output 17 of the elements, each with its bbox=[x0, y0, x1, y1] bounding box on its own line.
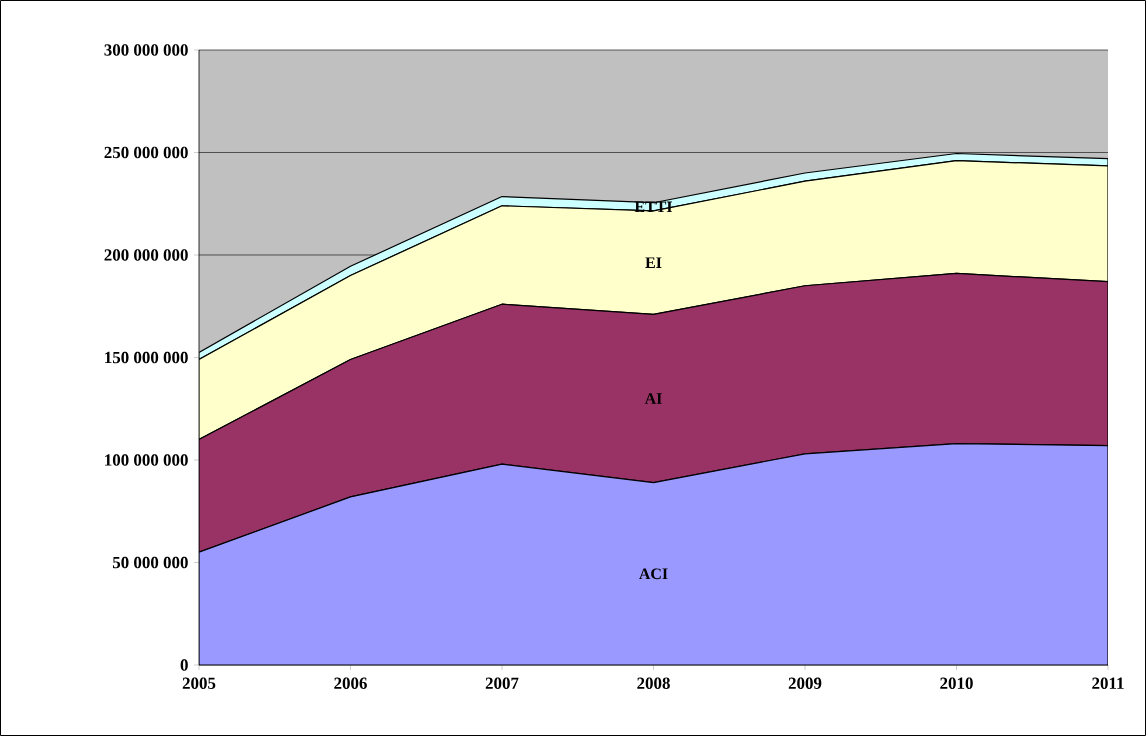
x-tick-label: 2010 bbox=[940, 677, 973, 689]
series-label: AI bbox=[644, 393, 662, 404]
x-tick-label: 2008 bbox=[637, 677, 670, 689]
y-tick-label: 200 000 000 bbox=[104, 249, 188, 261]
y-tick-label: 150 000 000 bbox=[105, 351, 188, 364]
x-tick-label: 2011 bbox=[1092, 677, 1124, 689]
x-tick-label: 2005 bbox=[182, 677, 216, 689]
x-tick-label: 2006 bbox=[334, 677, 367, 689]
series-label: ACI bbox=[639, 568, 668, 580]
series-label: EI bbox=[645, 257, 662, 268]
y-tick-label: 250 000 000 bbox=[104, 146, 188, 159]
y-tick-label: 100 000 000 bbox=[105, 454, 188, 466]
y-tick-label: 50 000 000 bbox=[112, 556, 188, 569]
x-tick-label: 2007 bbox=[485, 677, 519, 689]
x-tick-label: 2009 bbox=[788, 677, 822, 689]
y-tick-label: 300 000 000 bbox=[104, 44, 188, 56]
y-tick-label: 0 bbox=[180, 659, 188, 671]
